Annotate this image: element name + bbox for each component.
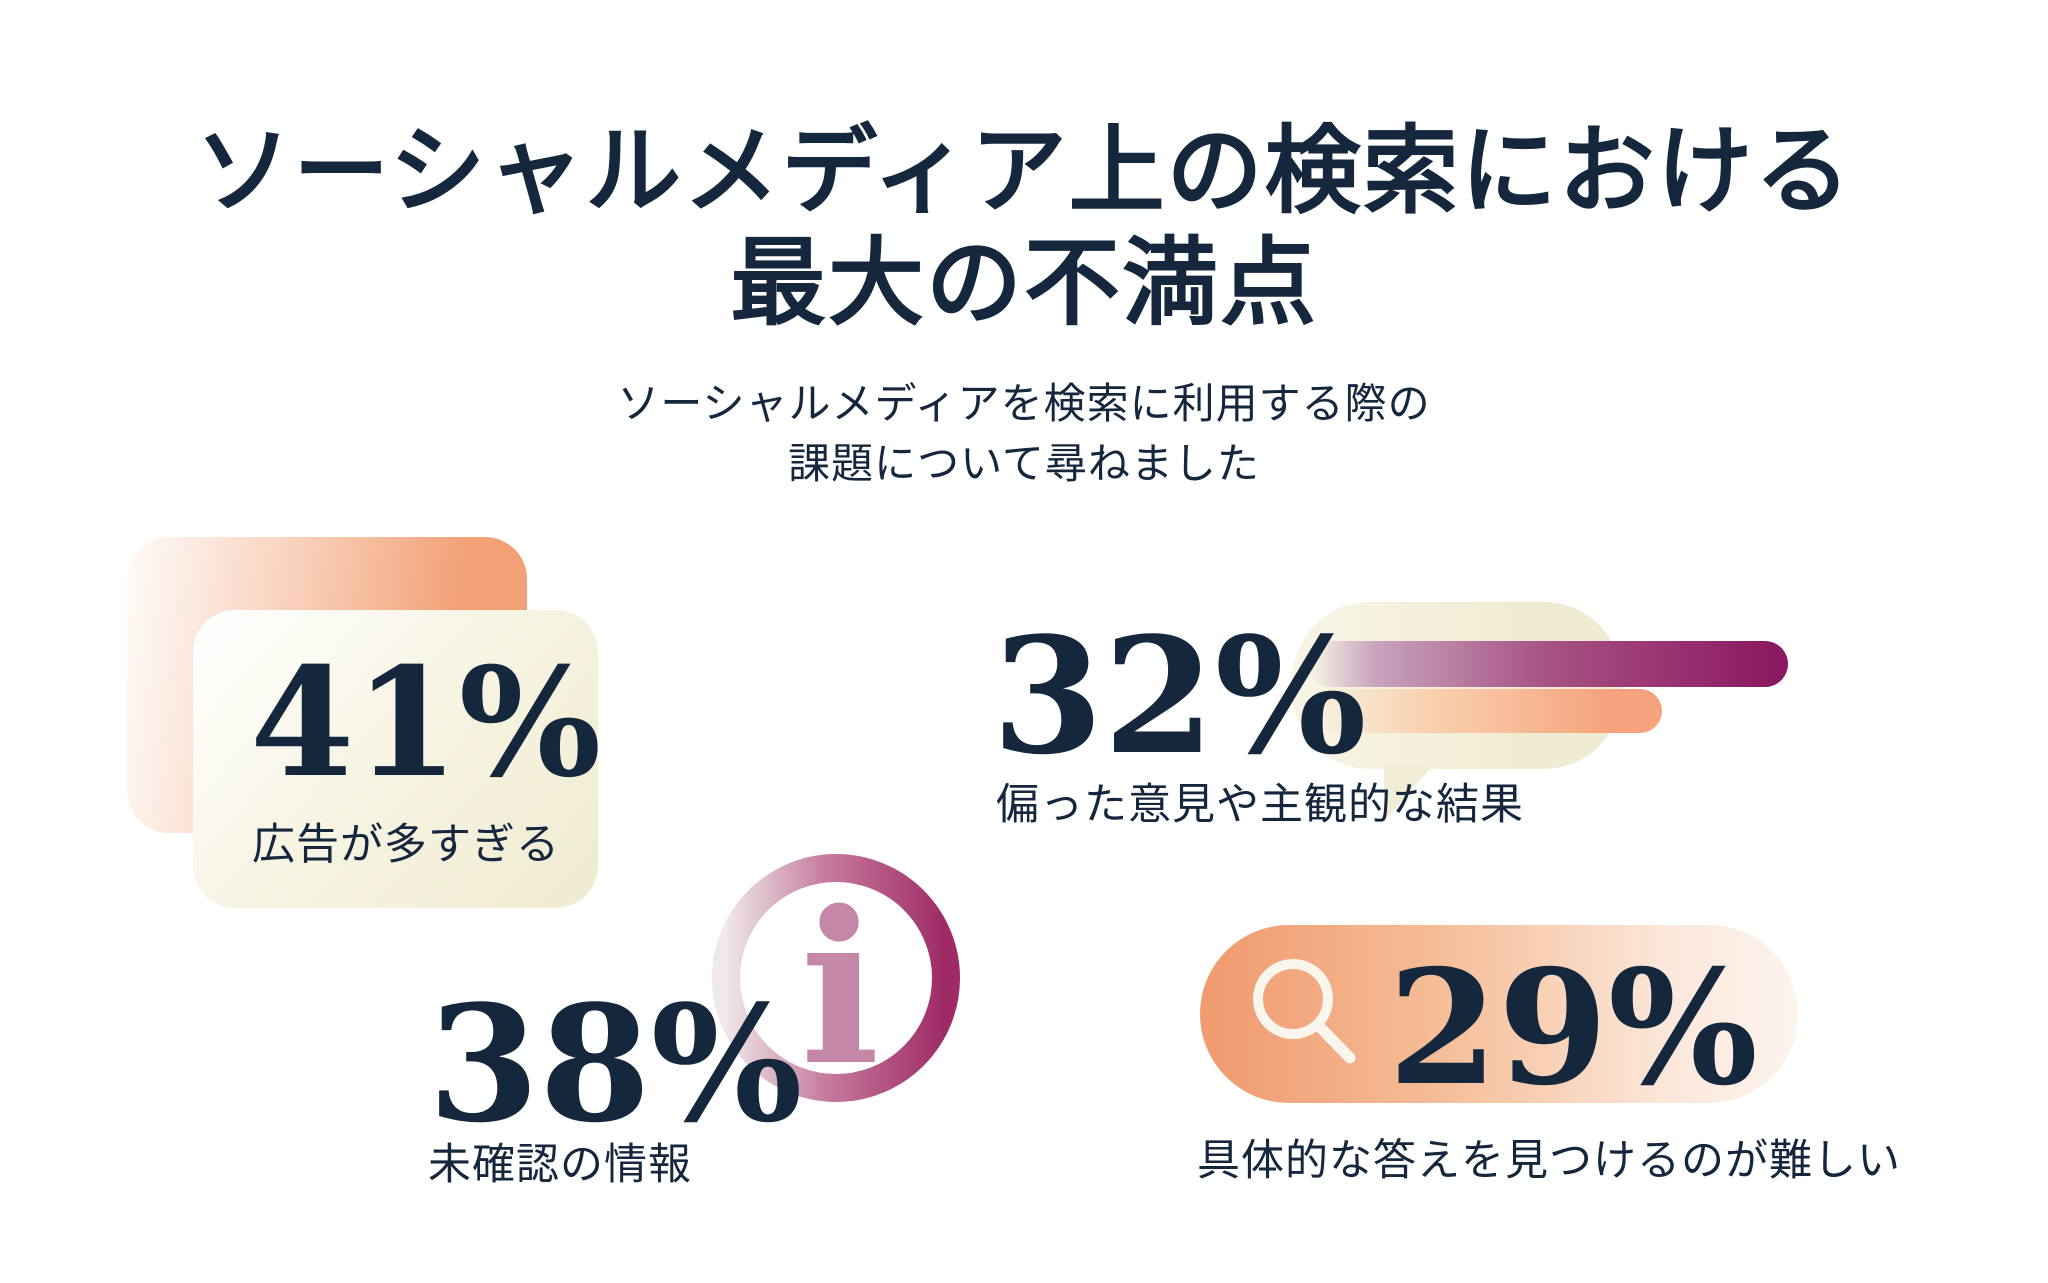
page-title: ソーシャルメディア上の検索における 最大の不満点 [0, 116, 2048, 339]
stat-ads-card [193, 610, 598, 908]
info-icon: i [712, 854, 960, 1106]
stat-unverified-value: 38% [428, 970, 803, 1158]
purple-bar-icon [1307, 641, 1788, 687]
page-subtitle-line2: 課題について尋ねました [788, 440, 1260, 487]
page-title-line1: ソーシャルメディア上の検索における [195, 118, 1853, 226]
page-subtitle: ソーシャルメディアを検索に利用する際の 課題について尋ねました [0, 374, 2048, 494]
stat-specific-value: 29% [1388, 936, 1759, 1121]
page-subtitle-line1: ソーシャルメディアを検索に利用する際の [617, 380, 1431, 427]
page-title-line2: 最大の不満点 [730, 229, 1318, 337]
search-icon [1253, 959, 1356, 1064]
stat-biased-label: 偏った意見や主観的な結果 [996, 781, 1524, 829]
stat-ads-label: 広告が多すぎる [252, 821, 560, 869]
stat-ads-value: 41% [250, 635, 602, 811]
search-icon-handle [1313, 1020, 1356, 1064]
info-icon-letter: i [800, 865, 880, 1106]
info-icon-ring [712, 854, 960, 1102]
stat-specific-label: 具体的な答えを見つけるのが難しい [1197, 1137, 1901, 1185]
search-icon-lens [1253, 959, 1333, 1039]
search-pill [1200, 925, 1798, 1103]
stat-unverified-label: 未確認の情報 [428, 1141, 692, 1189]
orange-bar-icon [1307, 689, 1662, 733]
stat-biased-value: 32% [992, 602, 1367, 790]
